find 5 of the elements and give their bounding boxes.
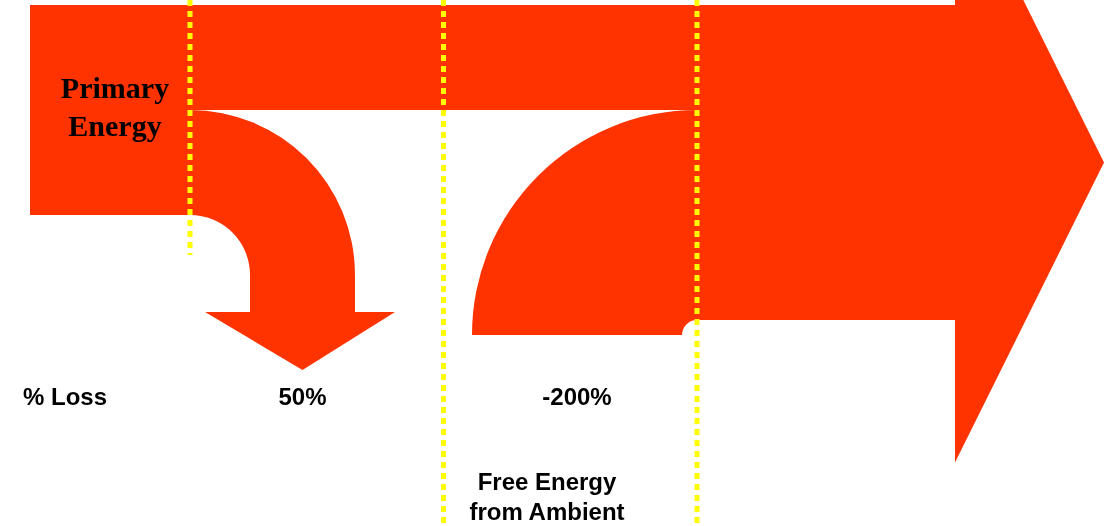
text: Primary Energy bbox=[60, 71, 170, 142]
data-label: -200% bbox=[542, 383, 612, 410]
data-label: 50% bbox=[278, 383, 327, 410]
category-label: Free Energy from Ambient bbox=[469, 468, 625, 525]
text: % Loss bbox=[22, 383, 108, 410]
